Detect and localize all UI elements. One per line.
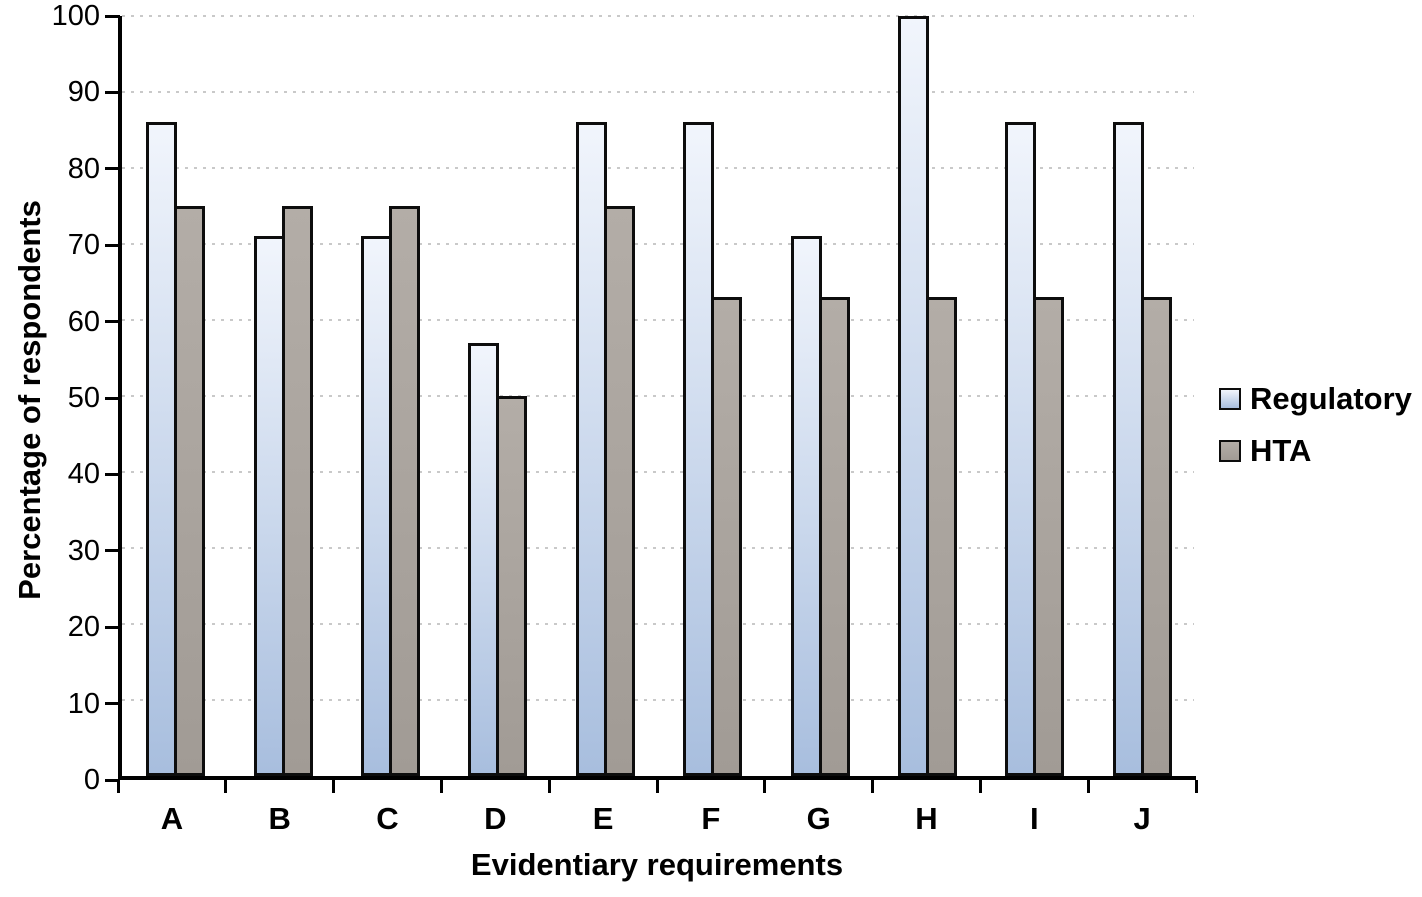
legend-swatch-icon [1219, 388, 1241, 410]
hta-bar-i [1033, 297, 1065, 776]
x-category-label-c: C [376, 801, 399, 836]
x-axis-title: Evidentiary requirements [470, 847, 844, 882]
x-category-label-e: E [592, 801, 614, 836]
legend-swatch-icon [1219, 440, 1241, 462]
legend-label: Regulatory [1250, 381, 1412, 416]
y-tick-label: 50 [67, 382, 100, 414]
y-tick-label: 0 [83, 764, 100, 796]
x-category-label-f: F [701, 801, 721, 836]
y-tick-label: 90 [67, 76, 100, 109]
regulatory-bar-h [898, 16, 930, 776]
y-tick-mark [105, 778, 120, 782]
bar-groups [122, 16, 1196, 776]
y-tick-label: 100 [51, 0, 100, 32]
x-tick-mark [655, 780, 659, 793]
y-tick-mark [105, 396, 120, 400]
gridline [122, 15, 1194, 17]
y-tick-mark [105, 90, 120, 94]
hta-bar-h [926, 297, 958, 776]
x-tick-mark [547, 780, 551, 793]
x-category-label-b: B [268, 801, 291, 836]
bar-group-e [552, 16, 659, 776]
hta-bar-e [603, 206, 635, 776]
x-tick-mark [763, 780, 767, 793]
y-tick-label: 70 [67, 229, 100, 262]
x-tick-mark [978, 780, 982, 793]
regulatory-bar-a [146, 122, 178, 776]
gridline [122, 91, 1194, 93]
y-tick-mark [105, 472, 120, 476]
y-tick-mark [105, 14, 120, 18]
x-tick-mark [871, 780, 875, 793]
regulatory-bar-c [361, 236, 393, 776]
gridline [122, 243, 1194, 245]
legend-item-hta: HTA [1219, 433, 1412, 469]
hta-bar-f [711, 297, 743, 776]
bar-group-b [229, 16, 336, 776]
y-tick-label: 30 [67, 534, 100, 567]
x-category-label-g: G [806, 801, 831, 836]
hta-bar-a [174, 206, 206, 776]
x-tick-mark [224, 780, 228, 793]
x-tick-mark [1194, 780, 1198, 793]
x-category-label-j: J [1133, 801, 1151, 836]
regulatory-bar-b [253, 236, 285, 776]
plot-area [118, 15, 1196, 780]
gridline [122, 319, 1194, 321]
y-axis-tick-labels: 0 10 20 30 40 50 60 70 80 90 100 [0, 1, 100, 795]
regulatory-bar-i [1005, 122, 1037, 776]
x-category-label-d: D [484, 801, 507, 836]
y-tick-mark [105, 167, 120, 171]
gridline [122, 623, 1194, 625]
bar-group-a [122, 16, 229, 776]
y-tick-mark [105, 625, 120, 629]
gridline [122, 167, 1194, 169]
hta-bar-d [496, 396, 528, 776]
x-category-label-h: H [915, 801, 938, 836]
bar-group-d [444, 16, 551, 776]
bar-group-f [659, 16, 766, 776]
bar-group-g [766, 16, 873, 776]
bar-group-i [981, 16, 1088, 776]
y-tick-mark [105, 320, 120, 324]
x-tick-mark [1086, 780, 1090, 793]
x-category-label-a: A [160, 801, 184, 836]
legend-item-regulatory: Regulatory [1219, 381, 1412, 417]
hta-bar-c [389, 206, 421, 776]
hta-bar-j [1140, 297, 1172, 776]
legend-label: HTA [1250, 433, 1312, 468]
y-tick-label: 60 [67, 305, 100, 338]
x-category-label-i: I [1029, 801, 1039, 836]
y-tick-mark [105, 549, 120, 553]
regulatory-bar-e [575, 122, 607, 776]
regulatory-bar-d [468, 342, 500, 776]
y-tick-mark [105, 702, 120, 706]
y-tick-mark [105, 243, 120, 247]
regulatory-bar-f [683, 122, 715, 776]
gridline [122, 395, 1194, 397]
regulatory-bar-j [1112, 122, 1144, 776]
x-tick-mark [439, 780, 443, 793]
x-tick-mark [116, 780, 120, 793]
y-tick-label: 20 [67, 611, 100, 644]
y-tick-label: 10 [67, 687, 100, 720]
bar-group-c [337, 16, 444, 776]
bar-group-h [874, 16, 981, 776]
hta-bar-b [281, 206, 313, 776]
x-axis-category-labels: A B C D E F G H I J [118, 801, 1196, 837]
y-tick-label: 80 [67, 152, 100, 185]
hta-bar-g [818, 297, 850, 776]
legend: Regulatory HTA [1219, 381, 1412, 469]
gridline [122, 471, 1194, 473]
gridline [122, 547, 1194, 549]
gridline [122, 699, 1194, 701]
y-tick-label: 40 [67, 458, 100, 491]
bar-group-j [1089, 16, 1196, 776]
x-axis-tick-marks [116, 780, 1198, 794]
regulatory-bar-g [790, 236, 822, 776]
x-tick-mark [332, 780, 336, 793]
y-axis-tick-marks [105, 14, 120, 782]
